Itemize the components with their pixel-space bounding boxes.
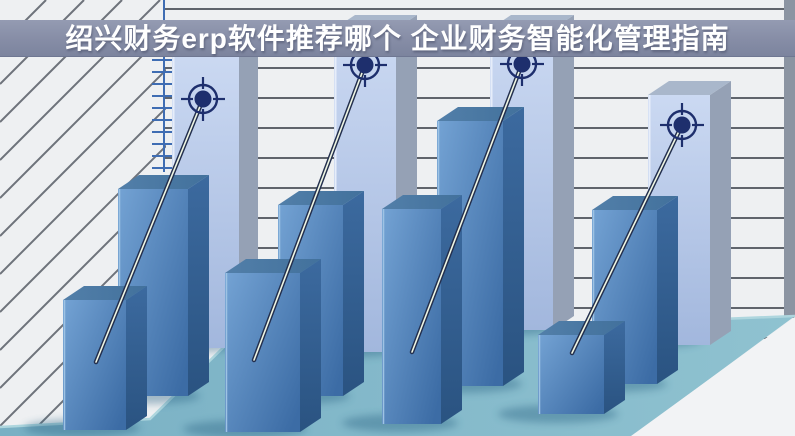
trend-lines xyxy=(93,61,685,365)
crosshair-target-icons xyxy=(181,42,704,147)
trend-line-4 xyxy=(569,122,685,356)
trend-line-1 xyxy=(93,96,206,365)
front-bar-3 xyxy=(225,259,321,432)
page-title: 绍兴财务erp软件推荐哪个 企业财务智能化管理指南 xyxy=(65,22,730,54)
floor-corner-white xyxy=(631,317,795,436)
trend-line-2 xyxy=(251,62,368,363)
front-bar-7 xyxy=(538,321,625,414)
front-bar-5 xyxy=(382,195,462,424)
crosshair-target-icon xyxy=(181,77,225,121)
front-bar-1 xyxy=(63,286,147,430)
crosshair-target-icon xyxy=(660,103,704,147)
target-bar-4 xyxy=(648,81,731,345)
edge-column xyxy=(784,0,795,318)
trend-line-3 xyxy=(409,61,525,355)
title-banner: 绍兴财务erp软件推荐哪个 企业财务智能化管理指南 xyxy=(0,20,795,57)
